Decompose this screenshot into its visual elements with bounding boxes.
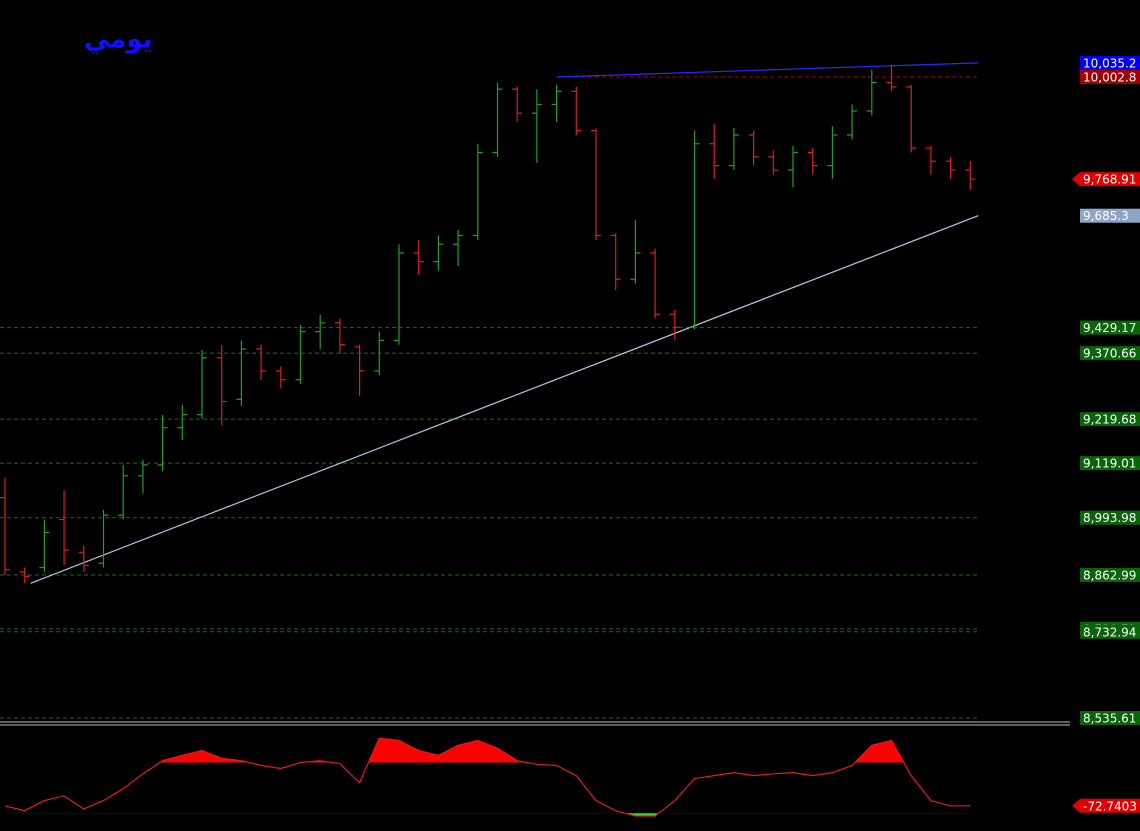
level-tag xyxy=(1072,172,1140,187)
level-tag xyxy=(1080,456,1140,471)
level-tag xyxy=(1080,711,1140,725)
level-tag xyxy=(1080,510,1140,525)
oscillator-tag xyxy=(1072,798,1140,813)
level-label: 8,535.61 xyxy=(1083,712,1136,726)
level-label: 9,768.91 xyxy=(1083,173,1136,187)
level-label: 8,862.99 xyxy=(1083,568,1136,582)
trendline xyxy=(556,62,979,78)
level-tag xyxy=(1080,208,1140,223)
level-tag xyxy=(1080,412,1140,427)
chart-title: يومي xyxy=(84,25,152,55)
oscillator-upper-fill xyxy=(5,738,971,763)
oscillator-label: -72.7403 xyxy=(1083,799,1137,813)
level-label: 10,035.2 xyxy=(1083,56,1136,70)
level-tag xyxy=(1080,346,1140,361)
level-label: 10,002.8 xyxy=(1083,71,1136,85)
level-label: 8,993.98 xyxy=(1083,511,1136,525)
level-label: 9,370.66 xyxy=(1083,347,1136,361)
level-label: 9,685.3 xyxy=(1083,209,1129,223)
trendline xyxy=(30,215,979,584)
level-label: 9,219.68 xyxy=(1083,413,1136,427)
level-tag xyxy=(1080,55,1140,70)
level-tag xyxy=(1080,624,1140,639)
level-label: 8,732.94 xyxy=(1083,625,1136,639)
level-label: 9,119.01 xyxy=(1083,457,1136,471)
level-tag xyxy=(1080,567,1140,582)
level-tag xyxy=(1080,320,1140,335)
oscillator-line xyxy=(4,737,971,817)
level-label: 9,429.17 xyxy=(1083,321,1136,335)
level-tag xyxy=(1080,70,1140,84)
